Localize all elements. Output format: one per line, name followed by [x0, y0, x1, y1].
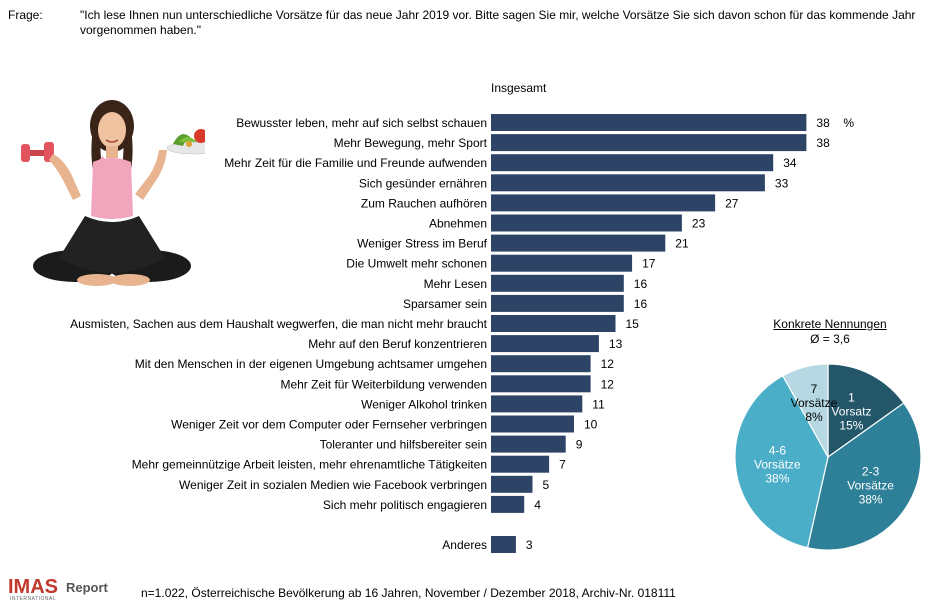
value-label: 12 — [601, 357, 615, 371]
category-label: Sich mehr politisch engagieren — [323, 498, 487, 512]
unit-label: % — [843, 116, 854, 130]
category-label: Sparsamer sein — [403, 297, 487, 311]
category-label: Ausmisten, Sachen aus dem Haushalt wegwe… — [70, 317, 488, 331]
category-label: Mehr Lesen — [424, 277, 487, 291]
bar — [491, 315, 616, 332]
bar — [491, 415, 574, 433]
category-label: Anderes — [442, 538, 487, 552]
value-label: 21 — [675, 237, 689, 251]
category-label: Weniger Alkohol trinken — [361, 397, 487, 411]
value-label: 16 — [634, 297, 648, 311]
bar — [491, 134, 807, 152]
bar — [491, 375, 591, 393]
value-label: 34 — [783, 156, 797, 170]
category-label: Die Umwelt mehr schonen — [346, 257, 487, 271]
svg-text:INTERNATIONAL: INTERNATIONAL — [10, 596, 56, 602]
bar — [491, 536, 516, 553]
svg-text:Report: Report — [66, 580, 109, 595]
pie-slice-label: 4-6 Vorsätze 38% — [754, 443, 801, 485]
category-label: Toleranter und hilfsbereiter sein — [320, 438, 487, 452]
category-label: Mehr Bewegung, mehr Sport — [334, 136, 488, 150]
category-label: Mehr auf den Beruf konzentrieren — [308, 337, 487, 351]
category-label: Weniger Stress im Beruf — [357, 237, 487, 251]
category-label: Mehr gemeinnützige Arbeit leisten, mehr … — [132, 458, 487, 472]
value-label: 5 — [543, 478, 550, 492]
value-label: 3 — [526, 538, 533, 552]
question-label: Frage: — [8, 8, 43, 22]
bar — [491, 254, 633, 272]
bar — [491, 234, 666, 252]
bar — [491, 114, 807, 131]
category-label: Mit den Menschen in der eigenen Umgebung… — [135, 357, 487, 371]
fitness-woman-illustration — [21, 100, 205, 286]
pie-slice-label: 1 Vorsatz 15% — [831, 391, 871, 433]
value-label: 33 — [775, 176, 789, 190]
bar — [491, 395, 583, 413]
category-label: Bewusster leben, mehr auf sich selbst sc… — [236, 116, 487, 130]
sample-footnote: n=1.022, Österreichische Bevölkerung ab … — [141, 586, 676, 600]
category-label: Weniger Zeit in sozialen Medien wie Face… — [179, 478, 487, 492]
value-label: 17 — [642, 257, 656, 271]
bar — [491, 335, 599, 353]
pie-chart: 1 Vorsatz 15% 2-3 Vorsätze 38% 4-6 Vorsätze 38% 7… — [734, 363, 922, 551]
bar — [491, 274, 624, 292]
bar — [491, 455, 550, 473]
value-label: 38 — [816, 136, 830, 150]
bar — [491, 214, 682, 232]
svg-text:IMAS: IMAS — [8, 576, 58, 598]
category-label: Abnehmen — [429, 217, 487, 231]
bar — [491, 194, 716, 212]
category-label: Zum Rauchen aufhören — [361, 196, 487, 210]
value-label: 15 — [626, 317, 640, 331]
value-label: 9 — [576, 438, 583, 452]
pie-slice-label: 2-3 Vorsätze 38% — [847, 464, 894, 506]
value-label: 7 — [559, 458, 566, 472]
question-text: "Ich lese Ihnen nun unterschiedliche Vor… — [80, 8, 916, 37]
imas-report-logo: IMAS Report INTERNATIONAL — [8, 576, 109, 602]
value-label: 38 — [816, 116, 830, 130]
value-label: 12 — [601, 377, 615, 391]
value-label: 10 — [584, 418, 598, 432]
value-label: 16 — [634, 277, 648, 291]
chart-title: Insgesamt — [491, 81, 547, 95]
category-label: Mehr Zeit für Weiterbildung verwenden — [280, 377, 487, 391]
value-label: 11 — [592, 397, 605, 411]
bar — [491, 475, 533, 493]
bar — [491, 154, 774, 172]
bar — [491, 355, 591, 373]
bar — [491, 294, 624, 312]
value-label: 4 — [534, 498, 541, 512]
pie-slice — [827, 363, 905, 459]
bar — [491, 495, 525, 513]
value-label: 23 — [692, 217, 706, 231]
pie-slice — [734, 374, 829, 549]
bar — [491, 435, 566, 453]
pie-subtitle: Ø = 3,6 — [810, 332, 850, 346]
value-label: 27 — [725, 196, 739, 210]
category-label: Weniger Zeit vor dem Computer oder Ferns… — [171, 418, 487, 432]
value-label: 13 — [609, 337, 623, 351]
category-label: Mehr Zeit für die Familie und Freunde au… — [224, 156, 487, 170]
pie-slice-label: 7 Vorsätze 8% — [791, 382, 838, 424]
pie-slice — [806, 402, 922, 551]
pie-title: Konkrete Nennungen — [773, 317, 887, 331]
bar — [491, 174, 765, 192]
category-label: Sich gesünder ernähren — [359, 176, 487, 190]
pie-slice — [781, 363, 829, 460]
